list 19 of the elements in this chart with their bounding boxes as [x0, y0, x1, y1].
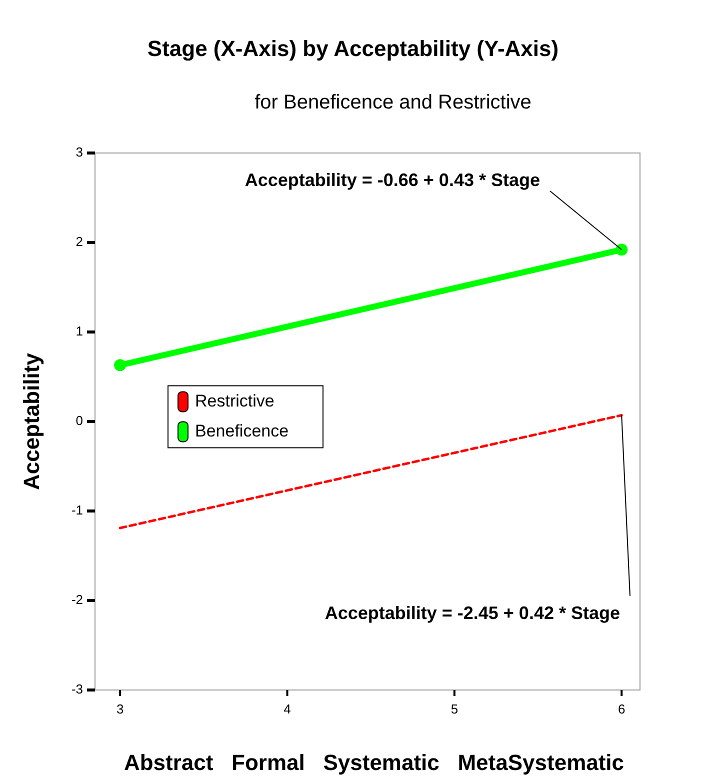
- y-tick-label: -3: [71, 682, 83, 697]
- x-tick-label: 3: [116, 701, 124, 716]
- annotation: Acceptability = -2.45 + 0.42 * Stage: [324, 602, 620, 623]
- x-tick-label: 4: [284, 701, 291, 716]
- chart-title: Stage (X-Axis) by Acceptability (Y-Axis): [147, 36, 559, 62]
- y-tick-label: 1: [76, 324, 83, 339]
- y-tick-label: -2: [71, 592, 83, 608]
- x-tick-label: 5: [450, 701, 458, 716]
- annotation: Acceptability = -0.66 + 0.43 * Stage: [244, 170, 540, 190]
- y-tick-label: 3: [76, 144, 83, 160]
- y-tick-label: 2: [76, 234, 83, 250]
- legend-label: Beneficence: [195, 421, 289, 440]
- x-tick-label: 6: [618, 701, 626, 716]
- x-axis-title: Abstract Formal Systematic MetaSystematic: [124, 750, 624, 776]
- chart-subtitle: for Beneficence and Restrictive: [254, 92, 532, 114]
- y-axis-title: Acceptability: [19, 352, 44, 490]
- y-tick-label: 0: [76, 413, 83, 428]
- legend-label: Restrictive: [195, 391, 274, 410]
- y-tick-label: -1: [71, 502, 83, 518]
